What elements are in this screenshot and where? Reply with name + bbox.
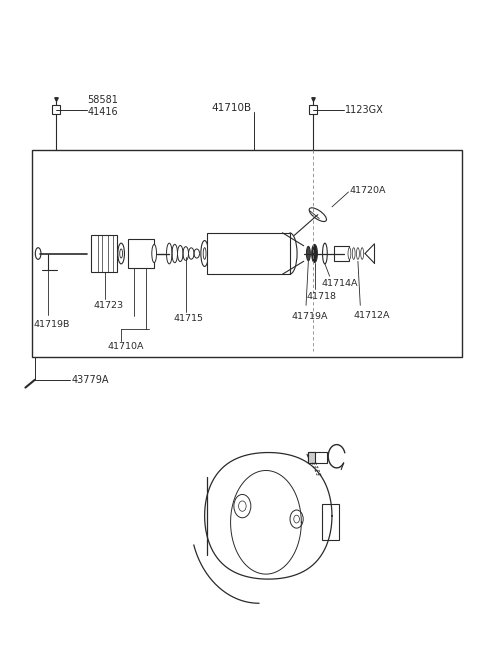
Text: 41719B: 41719B	[34, 320, 70, 329]
Ellipse shape	[203, 248, 206, 259]
Bar	[308, 453, 315, 462]
Text: 41723: 41723	[94, 301, 124, 310]
Text: 43779A: 43779A	[72, 375, 109, 385]
Text: 41712A: 41712A	[353, 310, 390, 319]
Text: 41719A: 41719A	[292, 312, 328, 321]
Text: 41710B: 41710B	[212, 103, 252, 113]
Ellipse shape	[357, 248, 360, 259]
Ellipse shape	[201, 241, 208, 266]
Text: 1123GX: 1123GX	[345, 105, 384, 115]
Bar	[207, 233, 289, 274]
Ellipse shape	[152, 245, 156, 262]
Ellipse shape	[307, 247, 310, 260]
Text: 41720A: 41720A	[349, 186, 386, 195]
Ellipse shape	[361, 248, 363, 259]
Ellipse shape	[118, 243, 124, 264]
Ellipse shape	[36, 248, 41, 259]
Bar	[91, 236, 118, 272]
Text: 41715: 41715	[173, 314, 203, 323]
Text: 41718: 41718	[306, 293, 336, 301]
Bar	[335, 246, 349, 261]
Bar	[323, 504, 339, 541]
Text: 41714A: 41714A	[321, 279, 358, 289]
Bar	[52, 105, 60, 114]
Bar	[128, 239, 154, 268]
Bar	[308, 453, 327, 462]
Text: 58581
41416: 58581 41416	[88, 95, 119, 117]
Ellipse shape	[348, 248, 351, 259]
Ellipse shape	[120, 249, 122, 258]
Ellipse shape	[309, 208, 326, 222]
Ellipse shape	[312, 245, 317, 262]
Bar	[33, 150, 462, 357]
Ellipse shape	[352, 248, 355, 259]
Text: 41710A: 41710A	[108, 342, 144, 351]
Ellipse shape	[323, 243, 327, 264]
Bar	[309, 105, 317, 114]
